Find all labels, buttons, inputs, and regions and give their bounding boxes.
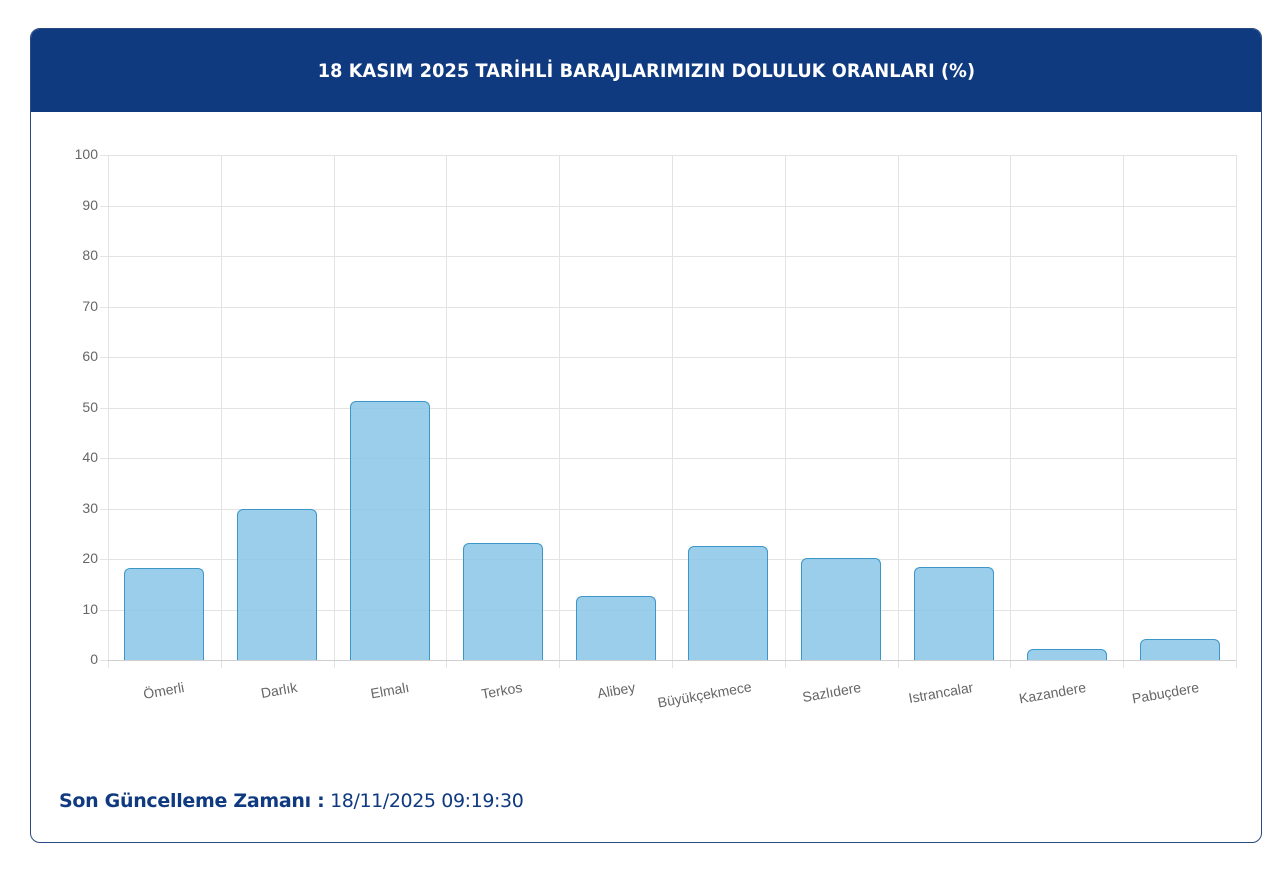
bar-elmalı[interactable] (350, 401, 430, 660)
x-axis-line (108, 660, 1236, 661)
last-update: Son Güncelleme Zamanı : 18/11/2025 09:19… (59, 790, 524, 812)
gridline-vertical (334, 155, 335, 668)
gridline-vertical (108, 155, 109, 668)
bar-istrancalar[interactable] (914, 567, 994, 660)
y-tick-label: 0 (90, 651, 98, 667)
y-tick-label: 100 (74, 146, 98, 162)
last-update-value: 18/11/2025 09:19:30 (324, 790, 524, 812)
dam-occupancy-card: 18 KASIM 2025 TARİHLİ BARAJLARIMIZIN DOL… (30, 28, 1262, 843)
card-header: 18 KASIM 2025 TARİHLİ BARAJLARIMIZIN DOL… (31, 29, 1261, 112)
gridline-vertical (785, 155, 786, 668)
y-tick-label: 10 (82, 601, 98, 617)
last-update-label: Son Güncelleme Zamanı : (59, 790, 325, 812)
bar-büyükçekmece[interactable] (688, 546, 768, 660)
bar-alibey[interactable] (576, 596, 656, 660)
y-tick-label: 40 (82, 449, 98, 465)
x-tick-label: Terkos (479, 679, 524, 702)
gridline-vertical (1236, 155, 1237, 668)
bar-chart: 0 10 20 30 40 50 60 70 80 90 100 Ömerli Darlık Elmalı… (31, 29, 1261, 842)
x-tick-label: Ömerli (141, 679, 186, 702)
x-tick-label: Büyükçekmece (656, 678, 753, 711)
y-tick-label: 30 (82, 500, 98, 516)
gridline-horizontal (100, 256, 1236, 257)
x-tick-label: Istrancalar (907, 679, 975, 707)
gridline-vertical (898, 155, 899, 668)
bar-ömerli[interactable] (124, 568, 204, 660)
x-tick-label: Pabuçdere (1130, 679, 1201, 707)
gridline-vertical (1010, 155, 1011, 668)
x-tick-label: Alibey (596, 679, 637, 702)
y-tick-label: 70 (82, 298, 98, 314)
gridline-horizontal (100, 610, 1236, 611)
gridline-horizontal (100, 206, 1236, 207)
gridline-horizontal (100, 509, 1236, 510)
bar-terkos[interactable] (463, 543, 543, 660)
x-tick-label: Kazandere (1017, 679, 1088, 707)
gridline-vertical (1123, 155, 1124, 668)
gridline-horizontal (100, 458, 1236, 459)
bar-darlık[interactable] (237, 509, 317, 660)
x-tick-label: Sazlıdere (801, 679, 863, 706)
gridline-horizontal (100, 307, 1236, 308)
x-tick-label: Darlık (259, 679, 299, 702)
gridline-horizontal (100, 559, 1236, 560)
gridline-vertical (672, 155, 673, 668)
bar-sazlıdere[interactable] (801, 558, 881, 660)
gridline-vertical (446, 155, 447, 668)
y-tick-label: 80 (82, 247, 98, 263)
bar-kazandere[interactable] (1027, 649, 1107, 660)
y-tick-label: 60 (82, 348, 98, 364)
y-tick-label: 20 (82, 550, 98, 566)
gridline-horizontal (100, 357, 1236, 358)
x-tick-label: Elmalı (369, 679, 411, 702)
gridline-horizontal (100, 408, 1236, 409)
chart-title: 18 KASIM 2025 TARİHLİ BARAJLARIMIZIN DOL… (317, 59, 975, 82)
y-tick-label: 50 (82, 399, 98, 415)
gridline-horizontal (100, 155, 1236, 156)
gridline-vertical (559, 155, 560, 668)
y-tick-label: 90 (82, 197, 98, 213)
bar-pabuçdere[interactable] (1140, 639, 1220, 660)
gridline-vertical (221, 155, 222, 668)
